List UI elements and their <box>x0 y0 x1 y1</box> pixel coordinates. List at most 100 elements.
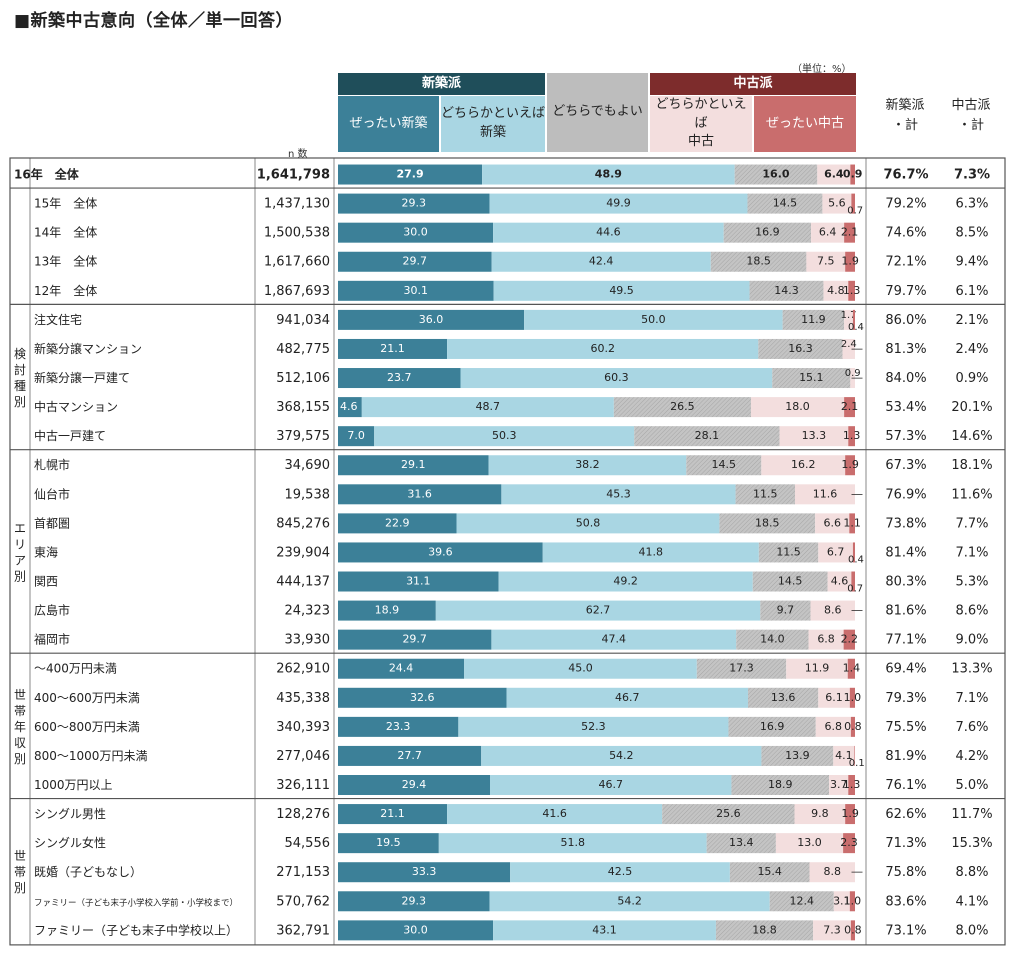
bar-segment <box>464 658 697 679</box>
total-chuko-value: 5.0% <box>955 778 988 793</box>
data-label: 36.0 <box>419 313 444 326</box>
row-label: 東海 <box>34 544 58 559</box>
data-label: 23.7 <box>387 371 412 384</box>
data-label: 6.4 <box>819 226 837 239</box>
bar-segment <box>489 891 770 912</box>
total-chuko-value: 13.3% <box>951 662 992 677</box>
data-label: 7.0 <box>347 429 365 442</box>
data-label: 16.3 <box>788 342 813 355</box>
data-label: 7.5 <box>817 255 835 268</box>
bar-segment <box>823 280 849 301</box>
data-label: 30.0 <box>403 923 428 936</box>
data-label: 48.7 <box>476 400 501 413</box>
bar-segment <box>779 426 849 447</box>
row-label: 新築分譲一戸建て <box>34 370 130 385</box>
bar-segment <box>833 745 855 766</box>
data-label: 1.0 <box>844 691 862 704</box>
data-label: 18.0 <box>785 400 810 413</box>
data-label: 50.8 <box>576 516 601 529</box>
total-shinchiku-value: 79.3% <box>885 691 926 706</box>
data-label: 24.4 <box>389 662 414 675</box>
total-chuko-value: 4.1% <box>955 894 988 909</box>
data-label: 45.3 <box>606 487 631 500</box>
total-chuko-value: 7.1% <box>955 545 988 560</box>
bar-segment <box>338 804 448 825</box>
bar-segment <box>723 222 812 243</box>
data-label: 14.5 <box>712 458 737 471</box>
row-n-count: 368,155 <box>276 400 330 415</box>
total-shinchiku-value: 84.0% <box>885 371 926 386</box>
group-label-char: 別 <box>14 752 26 766</box>
group-label-char: 収 <box>14 736 26 750</box>
bar-segment <box>845 455 855 476</box>
data-label: 11.9 <box>801 313 826 326</box>
header-group-shinchiku: 新築派 <box>338 73 545 95</box>
bar-segment <box>493 280 750 301</box>
data-label: 49.2 <box>613 575 638 588</box>
bar-segment <box>849 513 855 534</box>
data-label: 16.2 <box>791 458 816 471</box>
bar-segment <box>817 164 851 185</box>
data-label: 29.7 <box>403 255 428 268</box>
group-label-char: 帯 <box>14 704 26 718</box>
bar-segment <box>845 251 855 272</box>
bar-segment <box>760 600 811 621</box>
bar-segment <box>758 542 819 563</box>
bar-segment <box>686 455 762 476</box>
bar-segment <box>829 775 849 795</box>
data-label: 29.4 <box>402 778 427 791</box>
total-shinchiku-value: 67.3% <box>885 458 926 473</box>
bar-segment <box>772 368 851 389</box>
row-n-count: 271,153 <box>276 865 330 880</box>
bar-segment <box>749 280 824 301</box>
data-label: 25.6 <box>716 807 741 820</box>
data-label: 2.3 <box>840 836 858 849</box>
data-label: 0.8 <box>844 923 862 936</box>
header-dochirademo: どちらでもよい <box>547 73 648 152</box>
total-shinchiku-value: 83.6% <box>885 894 926 909</box>
bar-segment <box>847 658 855 679</box>
bar-segment <box>338 368 461 389</box>
bar-segment <box>338 891 490 912</box>
data-label: 3.7 <box>830 778 848 791</box>
data-label: 31.1 <box>406 575 431 588</box>
bar-segment <box>843 629 855 650</box>
bar-segment <box>822 193 852 214</box>
bar-segment <box>795 484 855 505</box>
bar-segment <box>488 455 687 476</box>
bar-segment <box>510 862 730 883</box>
bar-segment <box>715 920 814 941</box>
bar-segment <box>481 745 762 766</box>
header-total-shinchiku: 新築派 ・計 <box>885 98 925 133</box>
row-n-count: 482,775 <box>276 342 330 357</box>
bar-segment <box>696 658 787 679</box>
data-label: 16.0 <box>762 168 789 181</box>
unit-note: （単位：%） <box>792 64 852 75</box>
header-cat0-label: ぜったい新築 <box>349 115 428 131</box>
total-shinchiku-value: 76.7% <box>883 168 928 183</box>
group-label-char: エ <box>14 521 26 535</box>
data-label: ― <box>852 487 863 500</box>
data-label: 21.1 <box>380 342 405 355</box>
data-label: 0.4 <box>848 322 864 333</box>
bar-segment <box>842 338 855 359</box>
data-label: ― <box>852 865 863 878</box>
row-n-count: 1,500,538 <box>264 226 330 241</box>
data-label: 2.1 <box>841 226 859 239</box>
bar-segment <box>849 687 855 708</box>
bar-segment <box>845 804 855 825</box>
data-label: 9.7 <box>777 604 795 617</box>
bar-segment <box>850 920 855 941</box>
row-n-count: 444,137 <box>276 575 330 590</box>
data-label: 29.1 <box>401 458 426 471</box>
total-chuko-value: 7.6% <box>955 720 988 735</box>
bar-segment <box>852 309 855 330</box>
bar-segment <box>747 193 823 214</box>
data-label: 18.9 <box>768 778 793 791</box>
total-shinchiku-value: 73.1% <box>885 923 926 938</box>
data-label: 4.6 <box>340 400 358 413</box>
data-label: 13.6 <box>771 691 796 704</box>
data-label: 6.6 <box>823 516 841 529</box>
data-label: 43.1 <box>592 923 617 936</box>
data-label: 8.6 <box>824 604 842 617</box>
